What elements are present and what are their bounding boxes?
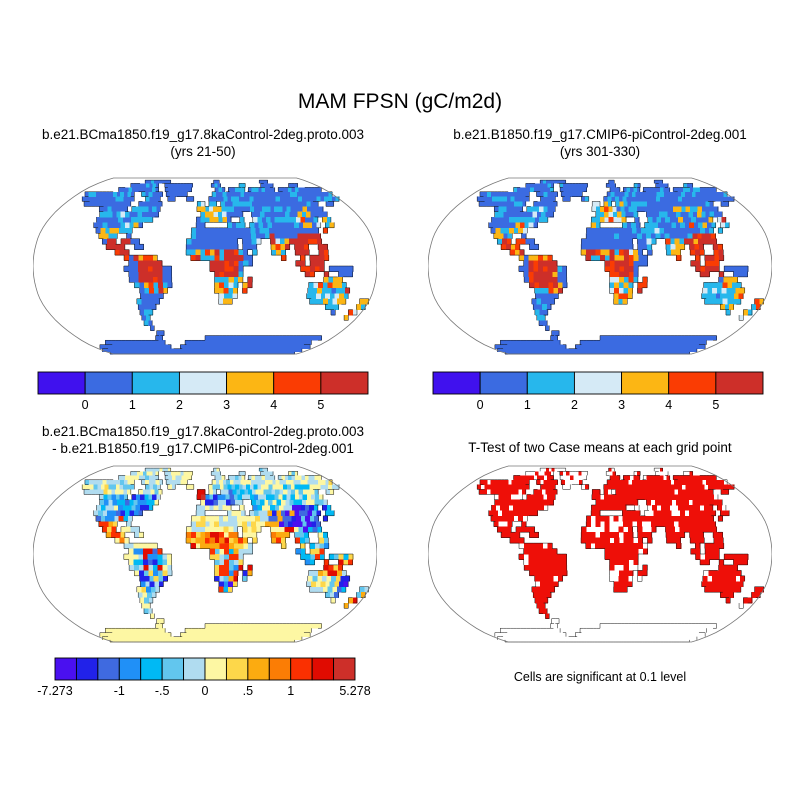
svg-text:0: 0 — [477, 398, 484, 412]
svg-text:4: 4 — [270, 398, 277, 412]
svg-text:1: 1 — [129, 398, 136, 412]
ttest-title-line: T-Test of two Case means at each grid po… — [468, 440, 732, 455]
svg-text:-1: -1 — [114, 684, 125, 698]
panel-title-case2: b.e21.B1850.f19_g17.CMIP6-piControl-2deg… — [402, 127, 798, 160]
svg-text:-.5: -.5 — [155, 684, 170, 698]
svg-text:-7.273: -7.273 — [37, 684, 72, 698]
diff-title-line1: b.e21.BCma1850.f19_g17.8kaControl-2deg.p… — [42, 424, 364, 439]
map-case1 — [33, 177, 377, 355]
case2-title-line2: (yrs 301-330) — [559, 143, 641, 159]
svg-text:1: 1 — [524, 398, 531, 412]
colorbar-case2: 0 1 2 3 4 5 — [432, 371, 764, 412]
case1-title-line1: b.e21.BCma1850.f19_g17.8kaControl-2deg.p… — [42, 127, 364, 142]
svg-text:3: 3 — [223, 398, 230, 412]
svg-text:2: 2 — [571, 398, 578, 412]
panel-title-case1: b.e21.BCma1850.f19_g17.8kaControl-2deg.p… — [5, 127, 401, 160]
map-ttest — [428, 465, 772, 643]
ttest-caption: Cells are significant at 0.1 level — [513, 670, 687, 684]
map-case2 — [428, 177, 772, 355]
svg-text:5.278: 5.278 — [339, 684, 370, 698]
svg-text:5: 5 — [712, 398, 719, 412]
panel-title-diff: b.e21.BCma1850.f19_g17.8kaControl-2deg.p… — [5, 424, 401, 457]
colorbar-diff: -7.273 -1 -.5 0 .5 1 5.278 — [37, 657, 371, 698]
case2-title-line1: b.e21.B1850.f19_g17.CMIP6-piControl-2deg… — [453, 127, 747, 142]
svg-text:3: 3 — [618, 398, 625, 412]
case1-title-line2: (yrs 21-50) — [170, 143, 236, 159]
map-diff — [33, 465, 377, 643]
diff-title-line2: - b.e21.B1850.f19_g17.CMIP6-piControl-2d… — [52, 440, 354, 456]
svg-text:2: 2 — [176, 398, 183, 412]
svg-text:.5: .5 — [243, 684, 253, 698]
figure-title: MAM FPSN (gC/m2d) — [297, 90, 503, 113]
colorbar-case1: 0 1 2 3 4 5 — [37, 371, 369, 412]
svg-text:0: 0 — [82, 398, 89, 412]
panel-title-ttest: T-Test of two Case means at each grid po… — [402, 440, 798, 457]
svg-text:1: 1 — [287, 684, 294, 698]
svg-text:5: 5 — [317, 398, 324, 412]
svg-text:4: 4 — [665, 398, 672, 412]
svg-text:0: 0 — [202, 684, 209, 698]
